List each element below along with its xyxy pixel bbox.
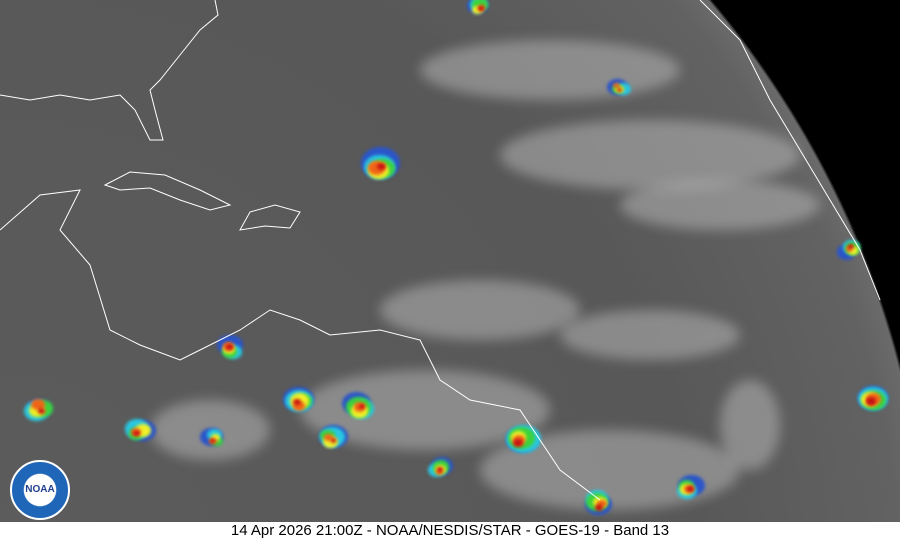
convection-cell [210,438,216,443]
convection-cell [292,400,306,411]
globe-limb-coast [699,0,881,301]
convection-cell [477,6,484,11]
cuba-coastline [103,171,232,211]
convection-cell [376,162,386,170]
convection-cell [845,246,853,252]
cloud-area [620,180,820,230]
hispaniola-coastline [239,204,301,231]
convection-cell [597,499,607,508]
convection-cell [324,434,334,442]
convection-cell [293,398,302,406]
convection-cell [31,399,46,411]
convection-cell [848,244,855,250]
cloud-area [560,310,740,360]
cloud-area [380,280,580,340]
convection-cell [358,403,366,410]
convection-cell [612,83,620,89]
convection-cell [472,6,483,15]
convection-cell [330,438,337,443]
noaa-logo-text: NOAA [25,484,55,495]
convection-cell [617,87,623,92]
convection-cell [225,344,234,351]
convection-cell [133,430,140,436]
us-coastline [0,0,219,141]
convection-cell [865,397,877,406]
convection-cell [594,504,603,511]
convection-cell [847,246,859,255]
convection-cell [210,433,220,441]
convection-cell [686,485,694,492]
convection-cell [513,438,523,447]
convection-cell [38,408,45,414]
convection-cell [437,467,443,472]
image-caption: 14 Apr 2026 21:00Z - NOAA/NESDIS/STAR - … [0,522,900,540]
noaa-logo: NOAA [10,460,70,520]
coastlines [0,0,900,522]
cloud-area [500,120,800,190]
cloud-area [720,380,780,470]
central-america-coastline [0,189,601,501]
cloud-area [420,40,680,100]
convection-cell [210,436,223,447]
convection-cell [435,469,443,475]
satellite-image [0,0,900,522]
